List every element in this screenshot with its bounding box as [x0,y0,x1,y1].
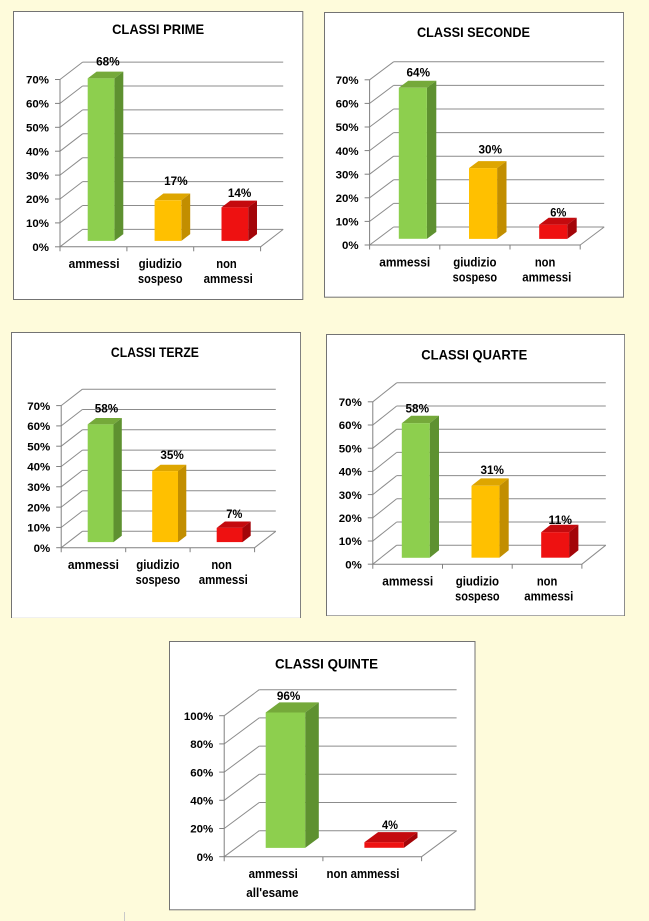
svg-text:ammessi: ammessi [379,254,430,269]
svg-text:50%: 50% [338,443,361,455]
svg-text:20%: 20% [338,513,361,525]
svg-text:giudizio: giudizio [455,573,498,588]
svg-text:ammessi: ammessi [198,572,247,587]
svg-text:96%: 96% [277,689,301,703]
svg-text:sospeso: sospeso [455,588,500,603]
svg-text:70%: 70% [335,75,358,87]
svg-text:40%: 40% [338,466,361,478]
svg-text:68%: 68% [97,54,121,68]
svg-text:70%: 70% [27,400,50,412]
svg-text:CLASSI PRIME: CLASSI PRIME [112,21,204,37]
svg-text:sospeso: sospeso [452,269,497,284]
svg-text:20%: 20% [27,502,50,514]
svg-text:35%: 35% [160,447,184,461]
svg-text:non: non [211,556,232,571]
svg-text:ammessi: ammessi [68,556,119,571]
svg-text:58%: 58% [94,401,118,415]
svg-text:ammessi: ammessi [69,256,120,271]
svg-text:30%: 30% [478,143,502,157]
svg-text:non ammessi: non ammessi [326,866,399,881]
svg-text:60%: 60% [335,99,358,111]
svg-text:CLASSI QUARTE: CLASSI QUARTE [421,346,527,362]
svg-text:58%: 58% [405,401,429,415]
svg-text:CLASSI TERZE: CLASSI TERZE [111,343,199,359]
svg-text:50%: 50% [335,122,358,134]
svg-text:17%: 17% [165,174,189,188]
svg-text:sospeso: sospeso [135,572,180,587]
svg-text:60%: 60% [338,420,361,432]
svg-text:0%: 0% [33,242,50,254]
svg-text:30%: 30% [27,481,50,493]
svg-text:64%: 64% [406,65,430,79]
svg-text:20%: 20% [335,193,358,205]
svg-text:20%: 20% [26,194,49,206]
svg-text:0%: 0% [197,852,214,864]
svg-text:ammessi: ammessi [524,588,573,603]
svg-text:60%: 60% [190,768,213,780]
svg-text:4%: 4% [382,818,398,832]
svg-text:giudizio: giudizio [453,254,496,269]
svg-text:0%: 0% [345,559,362,571]
svg-text:30%: 30% [335,169,358,181]
svg-text:40%: 40% [335,146,358,158]
svg-text:non: non [535,254,556,269]
svg-text:80%: 80% [190,739,213,751]
svg-text:6%: 6% [550,206,566,220]
svg-text:ammessi: ammessi [522,269,571,284]
svg-text:10%: 10% [338,536,361,548]
svg-text:31%: 31% [480,463,504,477]
svg-text:giudizio: giudizio [136,556,179,571]
svg-text:100%: 100% [184,711,213,723]
svg-text:CLASSI SECONDE: CLASSI SECONDE [417,24,530,40]
svg-text:20%: 20% [190,824,213,836]
svg-text:10%: 10% [26,218,49,230]
svg-text:30%: 30% [26,170,49,182]
svg-text:giudizio: giudizio [139,256,182,271]
svg-text:ammessi: ammessi [204,271,253,286]
svg-text:ammessi: ammessi [249,866,298,881]
svg-text:40%: 40% [26,146,49,158]
svg-text:11%: 11% [548,513,572,527]
svg-text:all'esame: all'esame [246,885,298,900]
svg-text:50%: 50% [27,441,50,453]
svg-text:70%: 70% [26,74,49,86]
svg-text:60%: 60% [26,98,49,110]
svg-text:sospeso: sospeso [138,271,183,286]
svg-text:0%: 0% [33,542,50,554]
svg-text:30%: 30% [338,490,361,502]
svg-text:60%: 60% [27,421,50,433]
svg-text:10%: 10% [335,217,358,229]
svg-text:ammessi: ammessi [382,573,433,588]
svg-text:CLASSI QUINTE: CLASSI QUINTE [275,656,378,672]
svg-text:50%: 50% [26,122,49,134]
svg-text:40%: 40% [27,461,50,473]
svg-text:14%: 14% [228,186,252,200]
svg-text:non: non [217,256,238,271]
svg-text:40%: 40% [190,796,213,808]
svg-text:10%: 10% [27,522,50,534]
svg-text:7%: 7% [226,506,242,520]
svg-text:non: non [537,573,558,588]
svg-text:0%: 0% [342,240,359,252]
svg-text:70%: 70% [338,397,361,409]
